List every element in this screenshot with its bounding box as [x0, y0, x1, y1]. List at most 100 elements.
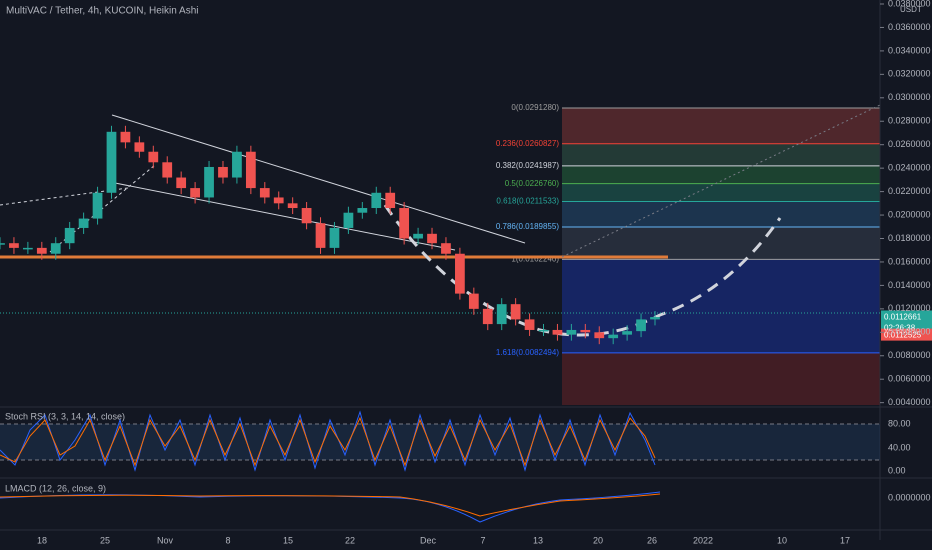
y-tick-label: 0.0280000 — [888, 116, 931, 126]
stoch-d — [0, 416, 656, 467]
candle — [218, 166, 228, 178]
candle — [413, 233, 423, 239]
fib-label: 0(0.0291280) — [511, 103, 559, 112]
candle — [343, 212, 354, 228]
candle — [78, 218, 89, 228]
candle — [427, 233, 437, 244]
trend-line — [114, 182, 456, 251]
x-tick-label: 22 — [345, 535, 355, 545]
candle — [176, 177, 187, 189]
y-tick-label: 0.0180000 — [888, 233, 931, 243]
candle — [162, 162, 173, 178]
fib-zone — [562, 226, 880, 260]
candle — [190, 188, 200, 198]
candle — [36, 247, 47, 254]
candle — [608, 334, 619, 339]
chart-title: MultiVAC / Tether, 4h, KUCOIN, Heikin As… — [6, 6, 198, 17]
fib-label: 0.236(0.0260827) — [496, 139, 560, 148]
fib-label: 0.618(0.0211533) — [496, 197, 559, 206]
candle — [636, 319, 646, 332]
x-tick-label: 10 — [777, 535, 787, 545]
stoch-band — [0, 424, 880, 460]
fib-label: 1.618(0.0082494) — [496, 348, 560, 357]
candle — [650, 317, 660, 320]
countdown: 02:26:38 — [884, 324, 916, 333]
x-tick-label: 13 — [533, 535, 543, 545]
fib-zone — [562, 259, 880, 353]
fib-zone — [562, 143, 880, 166]
y-tick-label: 0.0040000 — [888, 397, 931, 407]
price-tag-label: 0.0112525 — [884, 331, 922, 340]
candle — [580, 329, 591, 333]
projection-line — [561, 104, 881, 258]
y-tick-label: 0.0260000 — [888, 139, 931, 149]
candle — [524, 319, 535, 330]
candle — [64, 227, 75, 244]
candle — [455, 253, 465, 294]
y-tick-label: 0.0120000 — [888, 303, 931, 313]
fib-zone — [562, 352, 880, 405]
candle — [134, 142, 145, 152]
candle — [301, 208, 312, 224]
candle — [399, 208, 410, 239]
fib-zones: 0(0.0291280) 0.236(0.0260827) 0.382(0.0241… — [496, 103, 880, 405]
candle — [315, 223, 326, 248]
candle — [385, 192, 396, 209]
x-tick-label: 8 — [225, 535, 230, 545]
y-tick-label: 0.0160000 — [888, 256, 931, 266]
candle — [245, 151, 256, 189]
x-tick-label: Nov — [157, 535, 174, 545]
y-tick-label: 0.0080000 — [888, 350, 931, 360]
y-tick-label: 0.0340000 — [888, 45, 931, 55]
stoch-k — [0, 410, 656, 472]
fib-zone — [562, 201, 880, 227]
y-tick-label: 0.0380000 — [888, 0, 931, 8]
candle — [22, 247, 33, 250]
stoch-tick: 40.00 — [888, 442, 911, 452]
macd-tick: 0.0000000 — [888, 492, 931, 502]
x-tick-label: 17 — [840, 535, 850, 545]
fib-zone — [562, 108, 880, 144]
x-tick-label: 26 — [647, 535, 657, 545]
fib-label: 0.382(0.0241987) — [496, 161, 560, 170]
candle — [259, 188, 270, 198]
candle — [357, 208, 368, 213]
candle — [0, 243, 5, 245]
signal-line — [0, 493, 661, 517]
x-tick-label: 15 — [283, 535, 293, 545]
y-tick-label: 0.0220000 — [888, 186, 931, 196]
candle — [204, 166, 214, 198]
price-tag — [881, 328, 932, 341]
fib-label: 0.786(0.0189855) — [496, 222, 560, 231]
stoch-tick: 0.00 — [888, 465, 906, 475]
x-tick-label: Dec — [420, 535, 437, 545]
stoch-tick: 80.00 — [888, 418, 911, 428]
y-tick-label: 0.0240000 — [888, 163, 931, 173]
candle — [496, 304, 507, 325]
candle — [441, 243, 451, 254]
macd-title: LMACD (12, 26, close, 9) — [5, 483, 106, 493]
fib-label: 0.5(0.0226760) — [505, 179, 560, 188]
candle — [468, 293, 479, 309]
candle — [120, 131, 131, 143]
x-tick-label: 2022 — [693, 535, 713, 545]
currency: USDT — [900, 5, 922, 14]
candle — [594, 332, 605, 339]
candle — [9, 243, 19, 248]
candle — [552, 329, 563, 335]
y-tick-label: 0.0360000 — [888, 22, 931, 32]
x-tick-label: 25 — [100, 535, 110, 545]
y-tick-label: 0.0200000 — [888, 209, 931, 219]
y-tick-label: 0.0320000 — [888, 69, 931, 79]
candle — [232, 151, 242, 178]
candle — [566, 329, 577, 335]
candle — [622, 331, 633, 335]
candle — [482, 308, 493, 325]
stoch-title: Stoch RSI (3, 3, 14, 14, close) — [5, 411, 125, 421]
x-tick-label: 18 — [37, 535, 47, 545]
candle — [371, 192, 382, 209]
candle — [538, 329, 549, 332]
dashed-line — [49, 164, 156, 253]
